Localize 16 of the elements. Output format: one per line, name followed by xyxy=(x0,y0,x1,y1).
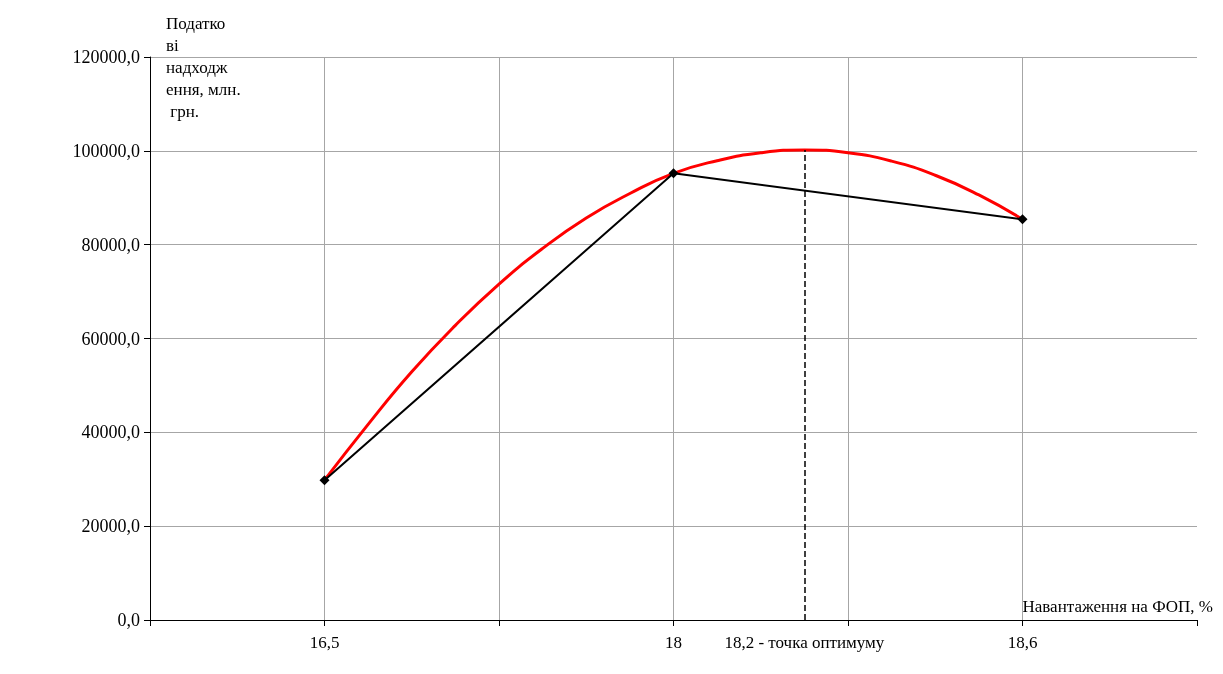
y-tick-label: 80000,0 xyxy=(81,234,140,255)
point xyxy=(319,475,330,486)
x-tick-label: 18 xyxy=(665,633,682,652)
point xyxy=(668,168,679,179)
x-tick-label: 18,6 xyxy=(1007,633,1038,652)
x-axis-title: Навантаження на ФОП, % xyxy=(1022,597,1213,616)
y-tick-label: 0,0 xyxy=(117,610,140,630)
y-tick-label: 20000,0 xyxy=(81,516,140,537)
y-tick-label: 40000,0 xyxy=(81,422,140,443)
y-tick-label: 120000,0 xyxy=(72,47,140,67)
point xyxy=(1017,214,1028,225)
y-axis-title: Податкові надходження, млн. грн. xyxy=(166,13,241,121)
y-tick-label: 100000,0 xyxy=(72,140,140,161)
x-tick-label: 18,2 - точка оптимуму xyxy=(724,633,885,652)
x-tick-label: 16,5 xyxy=(309,633,340,652)
y-tick-label: 60000,0 xyxy=(81,328,140,349)
